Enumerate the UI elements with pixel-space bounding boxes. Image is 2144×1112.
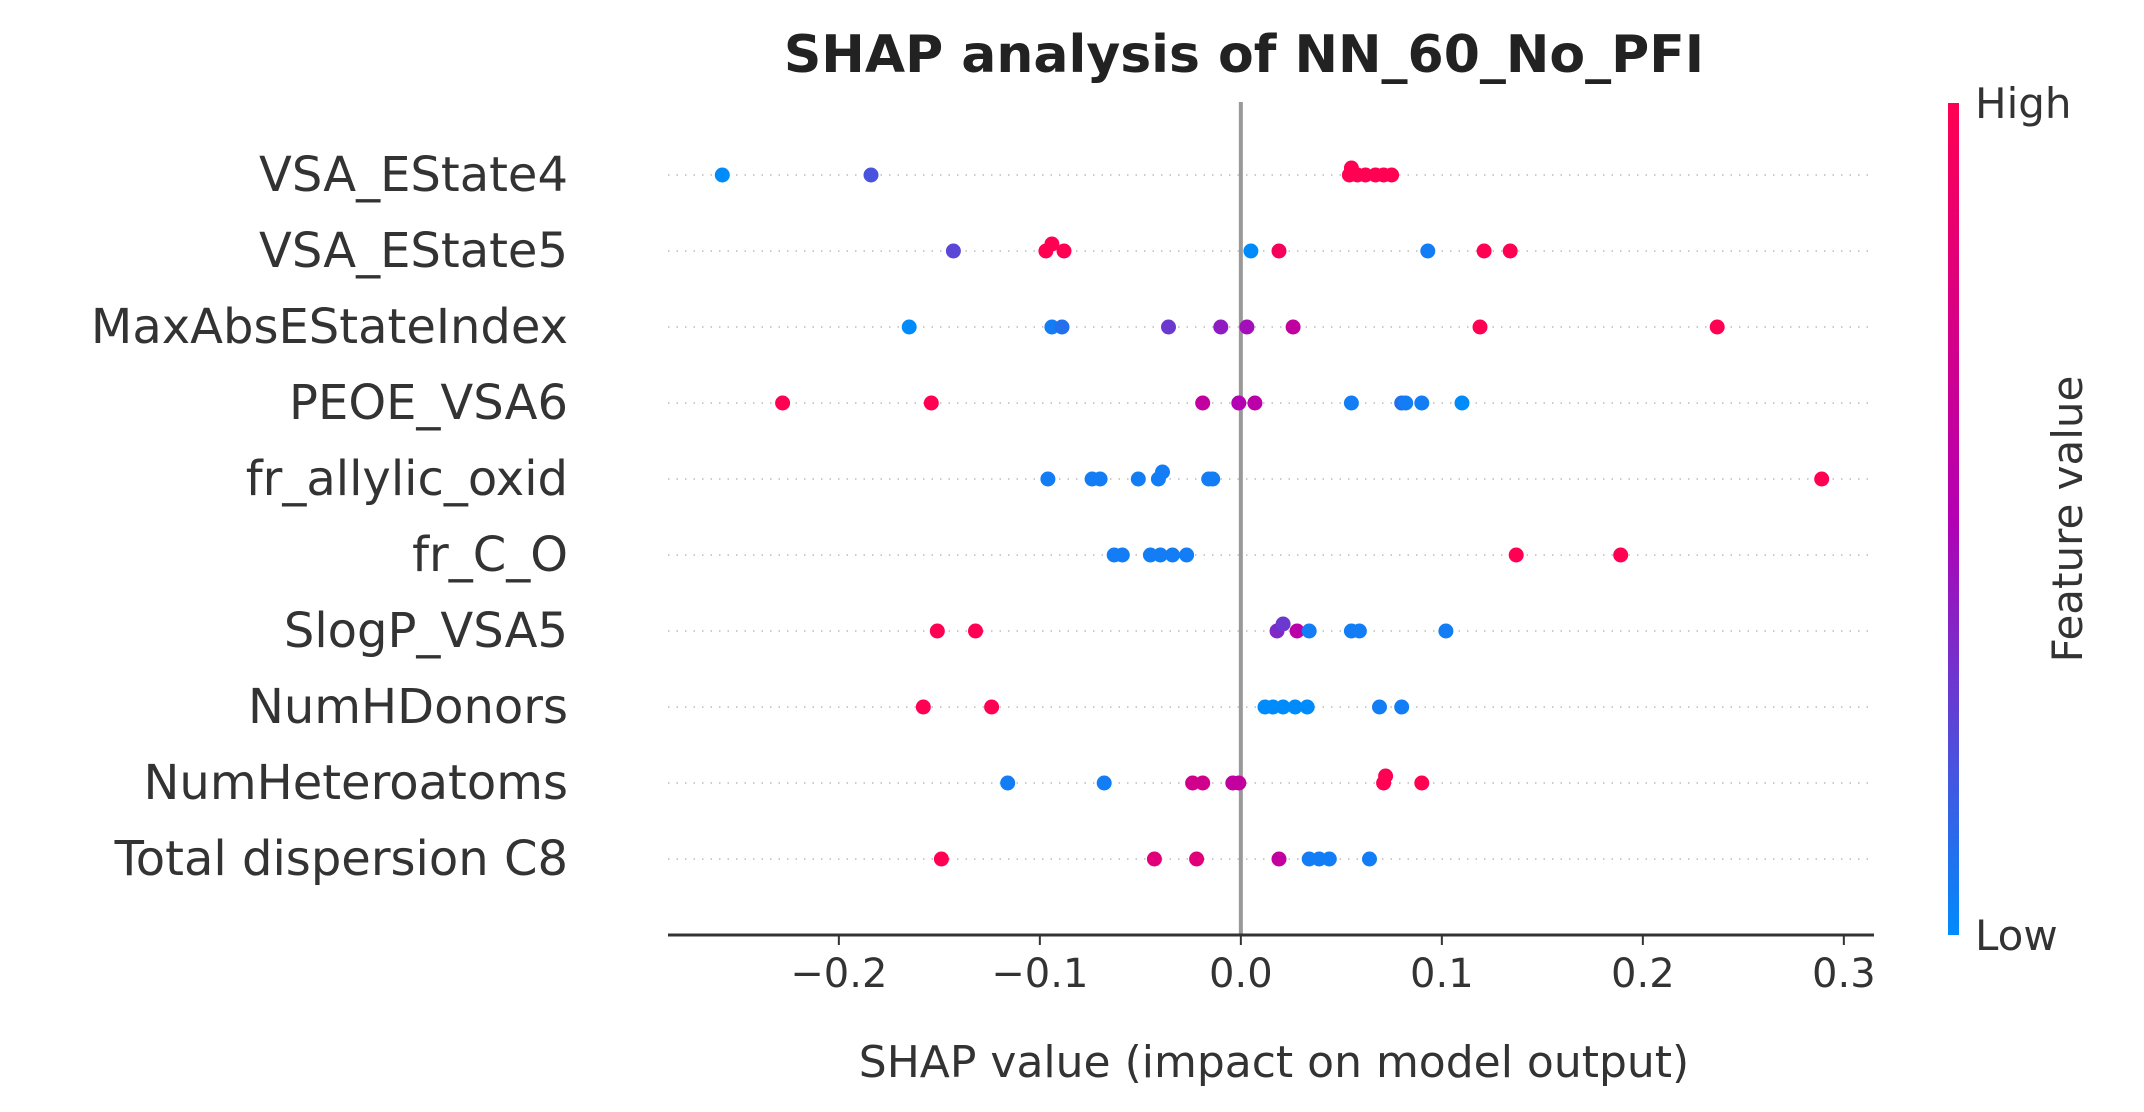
shap-point	[1231, 395, 1247, 411]
shap-point	[1394, 699, 1410, 715]
points-layer	[714, 160, 1830, 867]
colorbar-gradient	[1948, 103, 1959, 935]
shap-point	[1044, 236, 1060, 252]
shap-point	[1414, 395, 1430, 411]
shap-point	[929, 623, 945, 639]
shap-point	[923, 395, 939, 411]
shap-point	[1161, 319, 1176, 335]
shap-point	[901, 319, 917, 335]
shap-point	[1438, 623, 1454, 639]
shap-point	[1205, 471, 1221, 487]
x-axis: −0.2 −0.1 0.0 0.1 0.2 0.3	[668, 933, 1876, 997]
x-axis-label: SHAP value (impact on model output)	[859, 1037, 1689, 1088]
shap-point	[1056, 243, 1072, 259]
shap-point	[1398, 395, 1414, 411]
feature-rows: VSA_EState4 VSA_EState5 MaxAbsEStateIndex P…	[91, 147, 1874, 887]
shap-point	[1040, 471, 1056, 487]
shap-point	[1372, 699, 1387, 715]
x-tick-label: −0.1	[991, 951, 1088, 997]
shap-point	[1189, 851, 1205, 867]
shap-point	[1420, 243, 1436, 259]
shap-point	[1155, 464, 1170, 480]
shap-point	[1000, 775, 1016, 791]
shap-point	[1231, 775, 1247, 791]
shap-point	[1247, 395, 1263, 411]
colorbar: High Low Feature value	[1948, 79, 2092, 960]
shap-point	[933, 851, 949, 867]
shap-point	[968, 623, 983, 639]
feature-label: NumHDonors	[248, 679, 568, 735]
shap-point	[1152, 547, 1168, 563]
feature-label: Total dispersion C8	[114, 831, 568, 887]
shap-point	[1243, 243, 1259, 259]
shap-point	[1239, 319, 1255, 335]
shap-point	[1378, 768, 1394, 784]
shap-point	[1351, 623, 1367, 639]
x-tick-label: 0.2	[1611, 951, 1675, 997]
shap-point	[945, 243, 961, 259]
x-tick-label: 0.0	[1209, 951, 1273, 997]
colorbar-low-label: Low	[1975, 911, 2058, 960]
colorbar-high-label: High	[1975, 79, 2072, 128]
feature-label: PEOE_VSA6	[289, 375, 568, 431]
shap-point	[1508, 547, 1524, 563]
shap-point	[1472, 319, 1488, 335]
shap-point	[1362, 851, 1377, 867]
shap-point	[1213, 319, 1229, 335]
x-tick-label: 0.1	[1410, 951, 1474, 997]
feature-label: fr_allylic_oxid	[246, 451, 568, 507]
shap-point	[1814, 471, 1830, 487]
shap-point	[1092, 471, 1108, 487]
shap-point	[1114, 547, 1130, 563]
shap-point	[915, 699, 931, 715]
feature-label: VSA_EState4	[259, 147, 568, 203]
shap-point	[1130, 471, 1146, 487]
feature-label: MaxAbsEStateIndex	[91, 299, 568, 355]
shap-point	[1414, 775, 1430, 791]
shap-point	[1502, 243, 1518, 259]
shap-point	[714, 167, 730, 183]
shap-point	[1165, 547, 1180, 563]
feature-label: SlogP_VSA5	[284, 603, 568, 659]
shap-point	[1454, 395, 1470, 411]
x-tick-label: 0.3	[1812, 951, 1876, 997]
shap-point	[1285, 319, 1301, 335]
feature-label: fr_C_O	[412, 527, 568, 583]
shap-point	[1271, 851, 1287, 867]
shap-point	[1054, 319, 1070, 335]
colorbar-title: Feature value	[2043, 376, 2092, 663]
shap-point	[1476, 243, 1492, 259]
shap-point	[1301, 623, 1317, 639]
x-tick-label: −0.2	[790, 951, 887, 997]
shap-point	[1343, 395, 1359, 411]
shap-point	[1096, 775, 1112, 791]
feature-label: NumHeteroatoms	[144, 755, 568, 811]
shap-point	[1709, 319, 1725, 335]
feature-label: VSA_EState5	[259, 223, 568, 279]
shap-point	[1289, 623, 1305, 639]
chart-title: SHAP analysis of NN_60_No_PFI	[784, 25, 1704, 85]
shap-point	[1275, 699, 1291, 715]
shap-point	[775, 395, 791, 411]
shap-point	[1195, 395, 1211, 411]
shap-point	[863, 167, 879, 183]
shap-point	[1195, 775, 1211, 791]
shap-point	[1275, 616, 1291, 632]
shap-point	[1321, 851, 1337, 867]
shap-point	[984, 699, 1000, 715]
shap-point	[1146, 851, 1162, 867]
shap-point	[1179, 547, 1195, 563]
shap-point	[1287, 699, 1303, 715]
shap-point	[1299, 699, 1315, 715]
shap-point	[1271, 243, 1287, 259]
shap-point	[1384, 167, 1400, 183]
shap-point	[1613, 547, 1629, 563]
